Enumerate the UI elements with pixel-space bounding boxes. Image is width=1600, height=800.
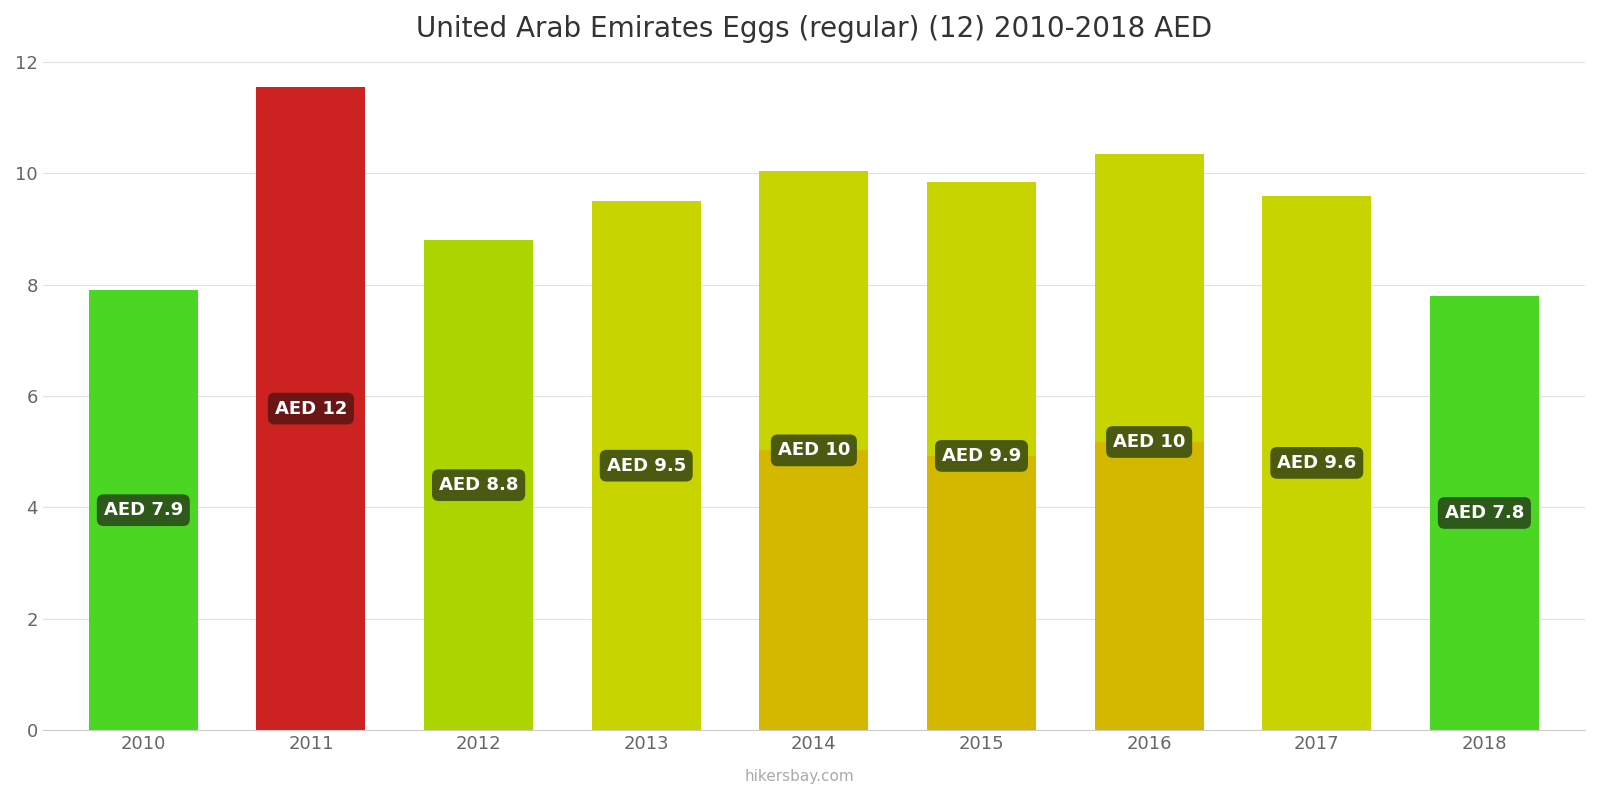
Bar (424, 485, 533, 730)
Text: AED 9.6: AED 9.6 (1277, 454, 1357, 472)
Bar (90, 290, 198, 510)
Bar (1262, 196, 1371, 463)
Bar (90, 510, 198, 730)
Bar (1262, 463, 1371, 730)
Bar (256, 409, 365, 730)
Text: AED 9.9: AED 9.9 (942, 447, 1021, 465)
Bar (926, 182, 1035, 456)
Bar (760, 170, 869, 450)
Bar (760, 450, 869, 730)
Text: AED 10: AED 10 (778, 442, 850, 459)
Bar (1094, 442, 1203, 730)
Text: AED 8.8: AED 8.8 (438, 476, 518, 494)
Bar (592, 466, 701, 730)
Bar (256, 87, 365, 409)
Title: United Arab Emirates Eggs (regular) (12) 2010-2018 AED: United Arab Emirates Eggs (regular) (12)… (416, 15, 1211, 43)
Text: AED 7.9: AED 7.9 (104, 502, 182, 519)
Bar (1430, 296, 1539, 513)
Text: AED 7.8: AED 7.8 (1445, 504, 1525, 522)
Text: hikersbay.com: hikersbay.com (746, 769, 854, 784)
Bar (424, 240, 533, 485)
Bar (926, 456, 1035, 730)
Text: AED 12: AED 12 (275, 399, 347, 418)
Bar (592, 201, 701, 466)
Bar (1094, 154, 1203, 442)
Text: AED 9.5: AED 9.5 (606, 457, 686, 474)
Bar (1430, 513, 1539, 730)
Text: AED 10: AED 10 (1114, 433, 1186, 451)
